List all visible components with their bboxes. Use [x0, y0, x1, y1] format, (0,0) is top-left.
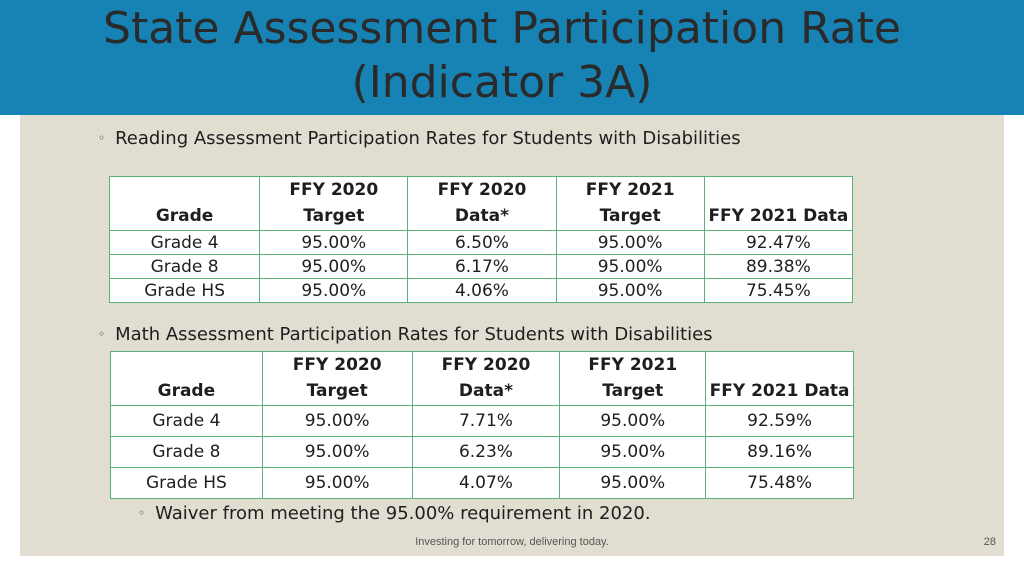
bullet-icon: ◦ [98, 131, 106, 145]
table-row: Grade HS 95.00% 4.07% 95.00% 75.48% [110, 467, 854, 499]
table-cell: 75.48% [705, 467, 854, 499]
table-cell: 95.00% [261, 467, 413, 499]
table-cell: 4.07% [411, 467, 561, 499]
table-cell: 95.00% [259, 254, 409, 279]
page-number: 28 [983, 536, 996, 548]
slide-title-line1: State Assessment Participation Rate [103, 3, 901, 54]
table-cell: 95.00% [259, 230, 409, 255]
reading-heading: Reading Assessment Participation Rates f… [115, 128, 741, 149]
math-col-header-ffy2021-data: FFY 2021 Data [705, 351, 854, 406]
table-cell: 95.00% [559, 405, 707, 437]
table-cell: 6.50% [407, 230, 557, 255]
table-row: Grade 8 95.00% 6.17% 95.00% 89.38% [108, 254, 854, 279]
table-cell: 6.17% [407, 254, 557, 279]
footer-tagline: Investing for tomorrow, delivering today… [415, 536, 609, 548]
table-cell: 95.00% [559, 467, 707, 499]
reading-table: Grade FFY 2020 Target FFY 2020 Data* FFY 2… [108, 176, 854, 303]
reading-col-header-ffy2020-data: FFY 2020 Data* [407, 176, 557, 231]
table-cell: 95.00% [261, 405, 413, 437]
table-row: Grade 8 95.00% 6.23% 95.00% 89.16% [110, 436, 854, 468]
math-col-header-grade: Grade [110, 351, 263, 406]
table-cell: 4.06% [407, 278, 557, 303]
bullet-icon: ◦ [138, 506, 146, 520]
table-cell: Grade HS [108, 278, 261, 303]
table-cell: 7.71% [411, 405, 561, 437]
table-cell: 75.45% [703, 278, 854, 303]
waiver-note: Waiver from meeting the 95.00% requireme… [155, 503, 651, 524]
table-cell: Grade 8 [110, 436, 263, 468]
table-cell: 6.23% [411, 436, 561, 468]
table-cell: 95.00% [555, 230, 705, 255]
table-cell: 92.59% [705, 405, 854, 437]
waiver-note-bullet: ◦ Waiver from meeting the 95.00% requirem… [138, 503, 651, 524]
math-col-header-ffy2020-data: FFY 2020 Data* [411, 351, 561, 406]
math-header-row: Grade FFY 2020 Target FFY 2020 Data* FFY 2… [110, 351, 854, 406]
table-cell: Grade 4 [108, 230, 261, 255]
math-col-header-ffy2021-target: FFY 2021 Target [559, 351, 707, 406]
table-row: Grade HS 95.00% 4.06% 95.00% 75.45% [108, 278, 854, 303]
table-cell: 92.47% [703, 230, 854, 255]
math-heading-bullet: ◦ Math Assessment Participation Rates for… [98, 324, 713, 345]
table-row: Grade 4 95.00% 6.50% 95.00% 92.47% [108, 230, 854, 255]
reading-col-header-grade: Grade [108, 176, 261, 231]
table-row: Grade 4 95.00% 7.71% 95.00% 92.59% [110, 405, 854, 437]
reading-header-row: Grade FFY 2020 Target FFY 2020 Data* FFY 2… [108, 176, 854, 231]
reading-col-header-ffy2020-target: FFY 2020 Target [259, 176, 409, 231]
title-banner [0, 0, 1024, 115]
table-cell: 89.16% [705, 436, 854, 468]
reading-col-header-ffy2021-target: FFY 2021 Target [555, 176, 705, 231]
bullet-icon: ◦ [98, 327, 106, 341]
table-cell: 95.00% [555, 254, 705, 279]
slide-title: State Assessment Participation Rate (Ind… [0, 2, 1004, 110]
table-cell: 95.00% [259, 278, 409, 303]
table-cell: 95.00% [261, 436, 413, 468]
table-cell: Grade 8 [108, 254, 261, 279]
table-cell: 95.00% [555, 278, 705, 303]
table-cell: Grade HS [110, 467, 263, 499]
slide-title-line2: (Indicator 3A) [351, 57, 653, 108]
table-cell: Grade 4 [110, 405, 263, 437]
math-heading: Math Assessment Participation Rates for … [115, 324, 713, 345]
math-col-header-ffy2020-target: FFY 2020 Target [261, 351, 413, 406]
reading-heading-bullet: ◦ Reading Assessment Participation Rates … [98, 128, 741, 149]
table-cell: 95.00% [559, 436, 707, 468]
table-cell: 89.38% [703, 254, 854, 279]
math-table: Grade FFY 2020 Target FFY 2020 Data* FFY 2… [110, 351, 854, 499]
reading-col-header-ffy2021-data: FFY 2021 Data [703, 176, 854, 231]
